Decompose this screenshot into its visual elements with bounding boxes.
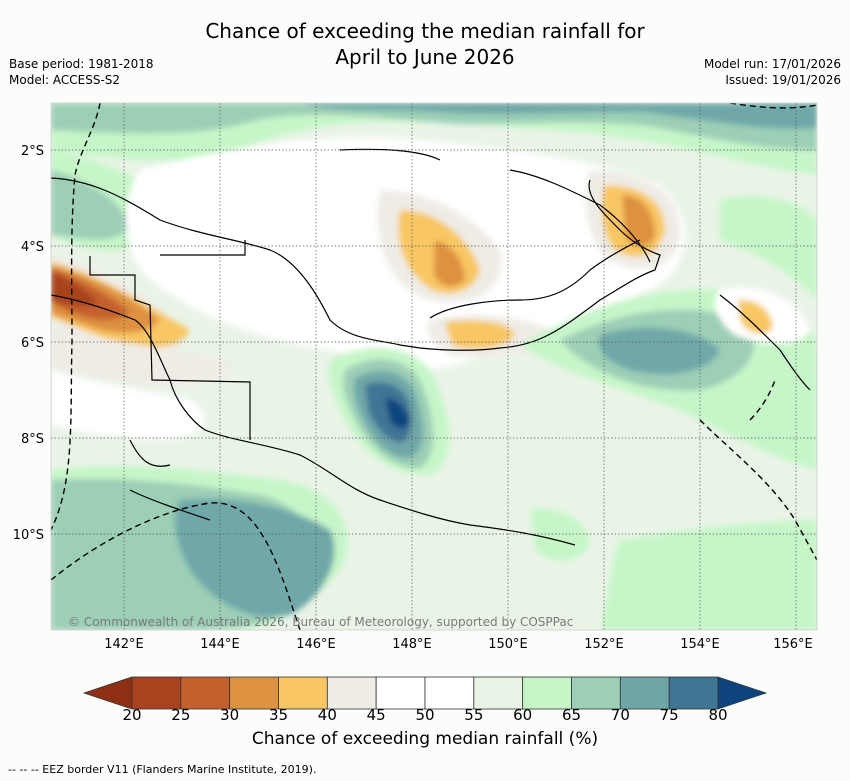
lat-label: 10°S <box>13 528 44 543</box>
colorbar-tick-label: 65 <box>562 706 581 724</box>
latitude-labels: 2°S 4°S 6°S 8°S 10°S <box>13 144 44 543</box>
lon-label: 156°E <box>773 637 813 652</box>
colorbar-cell <box>473 676 524 710</box>
colorbar-cell <box>229 676 279 710</box>
colorbar-cell <box>131 676 182 710</box>
colorbar-ticks: 20 25 30 35 40 45 50 55 60 65 70 75 80 <box>122 706 727 724</box>
colorbar-cell <box>424 676 475 710</box>
colorbar-tick-label: 70 <box>611 706 630 724</box>
lat-label: 6°S <box>21 336 44 351</box>
map-frame <box>50 102 818 631</box>
colorbar-tick-label: 20 <box>122 706 141 724</box>
longitude-labels: 142°E 144°E 146°E 148°E 150°E 152°E 154°… <box>104 637 813 652</box>
lon-label: 154°E <box>680 637 720 652</box>
lon-label: 146°E <box>296 637 336 652</box>
colorbar-high-arrow <box>717 676 768 710</box>
colorbar-tick-label: 60 <box>513 706 532 724</box>
meta-right: Model run: 17/01/2026 Issued: 19/01/2026 <box>704 56 841 88</box>
colorbar-tick-label: 25 <box>171 706 190 724</box>
colorbar-tick-label: 35 <box>269 706 288 724</box>
colorbar-tick-label: 50 <box>415 706 434 724</box>
copyright-text: © Commonwealth of Australia 2026, Bureau… <box>68 615 573 629</box>
colorbar-tick-label: 75 <box>660 706 679 724</box>
colorbar-label: Chance of exceeding median rainfall (%) <box>251 729 599 749</box>
title-line-2: April to June 2026 <box>335 45 515 69</box>
coastlines <box>51 148 811 546</box>
colorbar-cell <box>278 676 328 710</box>
colorbar-cell <box>375 676 426 710</box>
issued-date: Issued: 19/01/2026 <box>725 73 841 87</box>
footer-note: -- -- -- EEZ border V11 (Flanders Marine… <box>8 763 317 776</box>
lon-label: 144°E <box>200 637 240 652</box>
model-run: Model run: 17/01/2026 <box>703 57 841 71</box>
colorbar-low-arrow <box>82 676 133 710</box>
title-line-1: Chance of exceeding the median rainfall … <box>205 19 645 43</box>
colorbar-cell <box>571 676 621 710</box>
colorbar-cell <box>326 676 377 710</box>
probability-field: © Commonwealth of Australia 2026, Bureau… <box>51 103 817 630</box>
model-name: Model: ACCESS-S2 <box>9 73 121 87</box>
graticule <box>51 103 817 630</box>
colorbar-cell <box>522 676 572 710</box>
lat-label: 8°S <box>21 432 44 447</box>
meta-left: Base period: 1981-2018 Model: ACCESS-S2 <box>9 56 154 88</box>
lon-label: 148°E <box>392 637 432 652</box>
colorbar-cells <box>131 676 719 710</box>
lat-label: 4°S <box>21 240 44 255</box>
base-period: Base period: 1981-2018 <box>9 57 154 71</box>
colorbar-tick-label: 45 <box>367 706 386 724</box>
lon-label: 142°E <box>104 637 144 652</box>
colorbar-cell <box>180 676 231 710</box>
colorbar: 20 25 30 35 40 45 50 55 60 65 70 75 80 <box>82 676 768 724</box>
colorbar-cell <box>668 676 719 710</box>
eez-borders <box>51 103 817 630</box>
colorbar-cell <box>619 676 670 710</box>
colorbar-tick-label: 30 <box>220 706 239 724</box>
chart-title: Chance of exceeding the median rainfall … <box>0 18 850 70</box>
lat-label: 2°S <box>21 144 44 159</box>
lon-label: 152°E <box>584 637 624 652</box>
colorbar-tick-label: 55 <box>464 706 483 724</box>
colorbar-tick-label: 40 <box>318 706 337 724</box>
colorbar-tick-label: 80 <box>708 706 727 724</box>
lon-label: 150°E <box>488 637 528 652</box>
